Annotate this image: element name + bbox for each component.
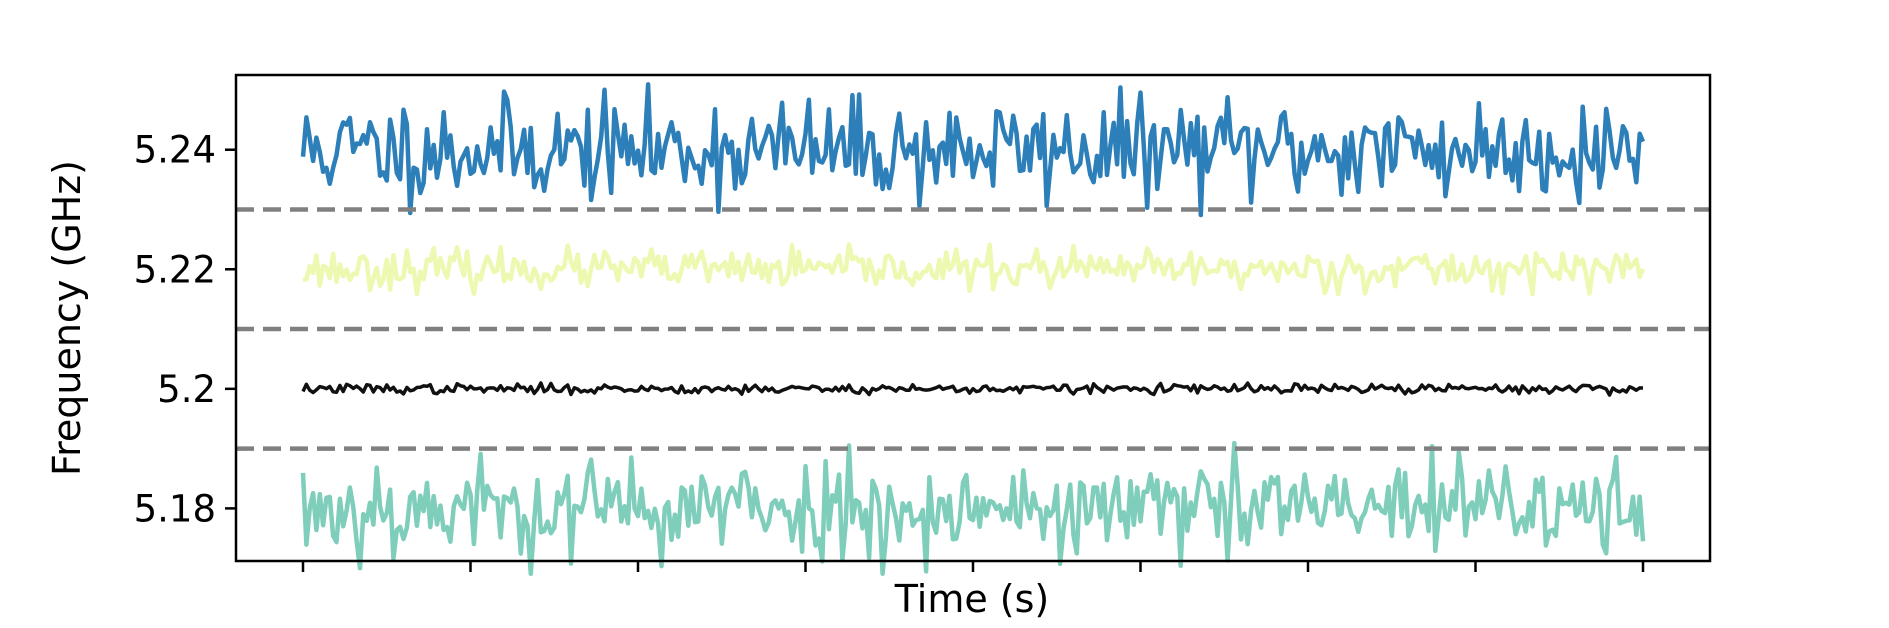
x-axis-label: Time (s) [894,577,1050,621]
series-line-1 [300,82,1646,218]
x-ticks [301,561,1645,572]
y-tick-label-4: 5.24 [134,129,216,172]
series-line-4 [300,440,1646,576]
y-axis-label: Frequency (GHz) [45,160,89,476]
series-line-3 [301,381,1644,397]
series-line-2 [302,242,1646,297]
y-ticks: 5.18 5.2 5.22 5.24 [134,129,236,530]
series-layer [300,82,1646,576]
separator-layer [236,207,1710,451]
y-tick-label-1: 5.18 [134,487,216,530]
y-tick-label-2: 5.2 [157,368,216,411]
y-tick-label-3: 5.22 [134,248,216,291]
